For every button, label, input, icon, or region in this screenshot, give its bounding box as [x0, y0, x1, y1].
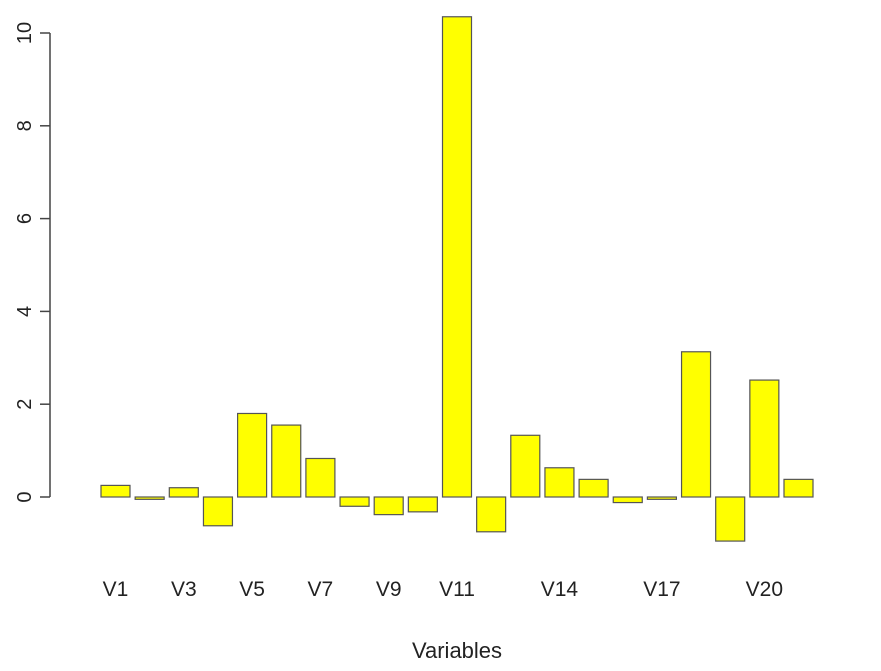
bar-v4: [202, 496, 234, 527]
y-tick-label: 2: [14, 399, 36, 410]
y-tick-label: 8: [14, 120, 36, 131]
x-axis-label: Variables: [412, 638, 502, 663]
y-tick-label: 10: [14, 22, 36, 44]
bar-v6: [271, 424, 302, 498]
x-tick-label: V7: [308, 578, 334, 601]
x-tick-label: V1: [103, 578, 129, 601]
bar-v14: [544, 467, 575, 498]
bar-v18: [680, 351, 712, 498]
bar-v7: [305, 457, 336, 498]
bar-v9: [373, 496, 404, 516]
bar-v16: [612, 496, 643, 504]
bar-v12: [476, 496, 507, 533]
y-tick-label: 0: [14, 491, 36, 502]
bar-v11: [441, 16, 473, 498]
x-tick-label: V5: [239, 578, 265, 601]
bar-v21: [783, 478, 814, 498]
x-tick-label: V3: [171, 578, 197, 601]
bar-v2: [134, 496, 165, 500]
bar-v20: [749, 379, 780, 498]
x-tick-label: V17: [643, 578, 680, 601]
y-tick-label: 4: [14, 306, 36, 317]
bar-v3: [168, 487, 199, 498]
y-axis: 0 2 4 6 8 10: [14, 22, 51, 503]
bar-v5: [237, 412, 268, 498]
bar-v8: [339, 496, 370, 507]
bar-v13: [510, 434, 541, 498]
x-tick-label: V20: [746, 578, 783, 601]
bar-v17: [646, 496, 678, 500]
x-tick-label: V11: [439, 578, 475, 601]
bar-v19: [715, 496, 746, 542]
bars: [100, 16, 814, 542]
x-tick-label: V9: [376, 578, 402, 601]
x-tick-labels: V1 V3 V5 V7 V9 V11 V14 V17 V20: [103, 578, 783, 601]
bar-v15: [578, 478, 609, 498]
x-tick-label: V14: [541, 578, 579, 601]
y-tick-label: 6: [14, 213, 36, 224]
bar-v1: [100, 484, 131, 498]
bar-v10: [407, 496, 438, 513]
